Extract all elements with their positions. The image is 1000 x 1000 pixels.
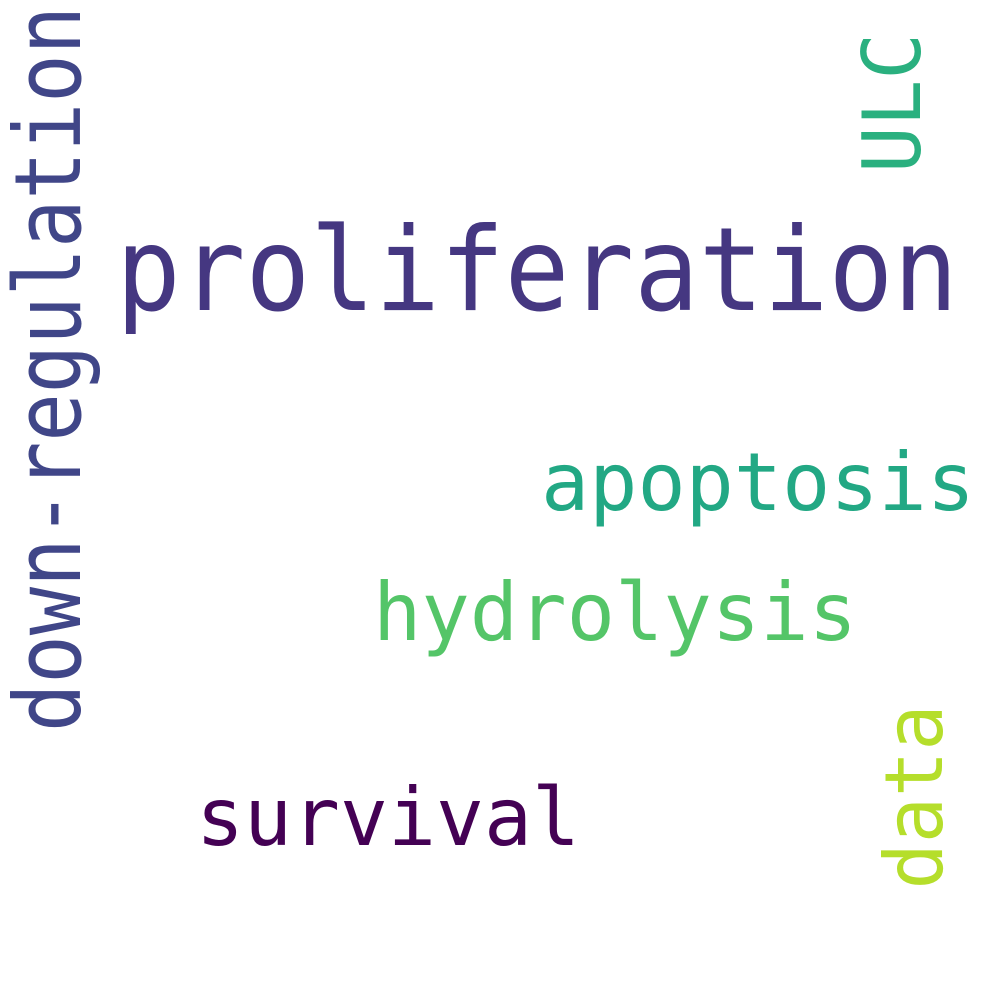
word-hydrolysis: hydrolysis bbox=[373, 566, 857, 659]
word-apoptosis: apoptosis bbox=[541, 436, 975, 529]
word-proliferation: proliferation bbox=[116, 203, 958, 338]
word-survival: survival bbox=[196, 771, 580, 864]
word-ulc: ULC bbox=[846, 33, 939, 173]
word-data: data bbox=[868, 705, 961, 890]
word-down-regulation: down-regulation bbox=[0, 6, 102, 732]
